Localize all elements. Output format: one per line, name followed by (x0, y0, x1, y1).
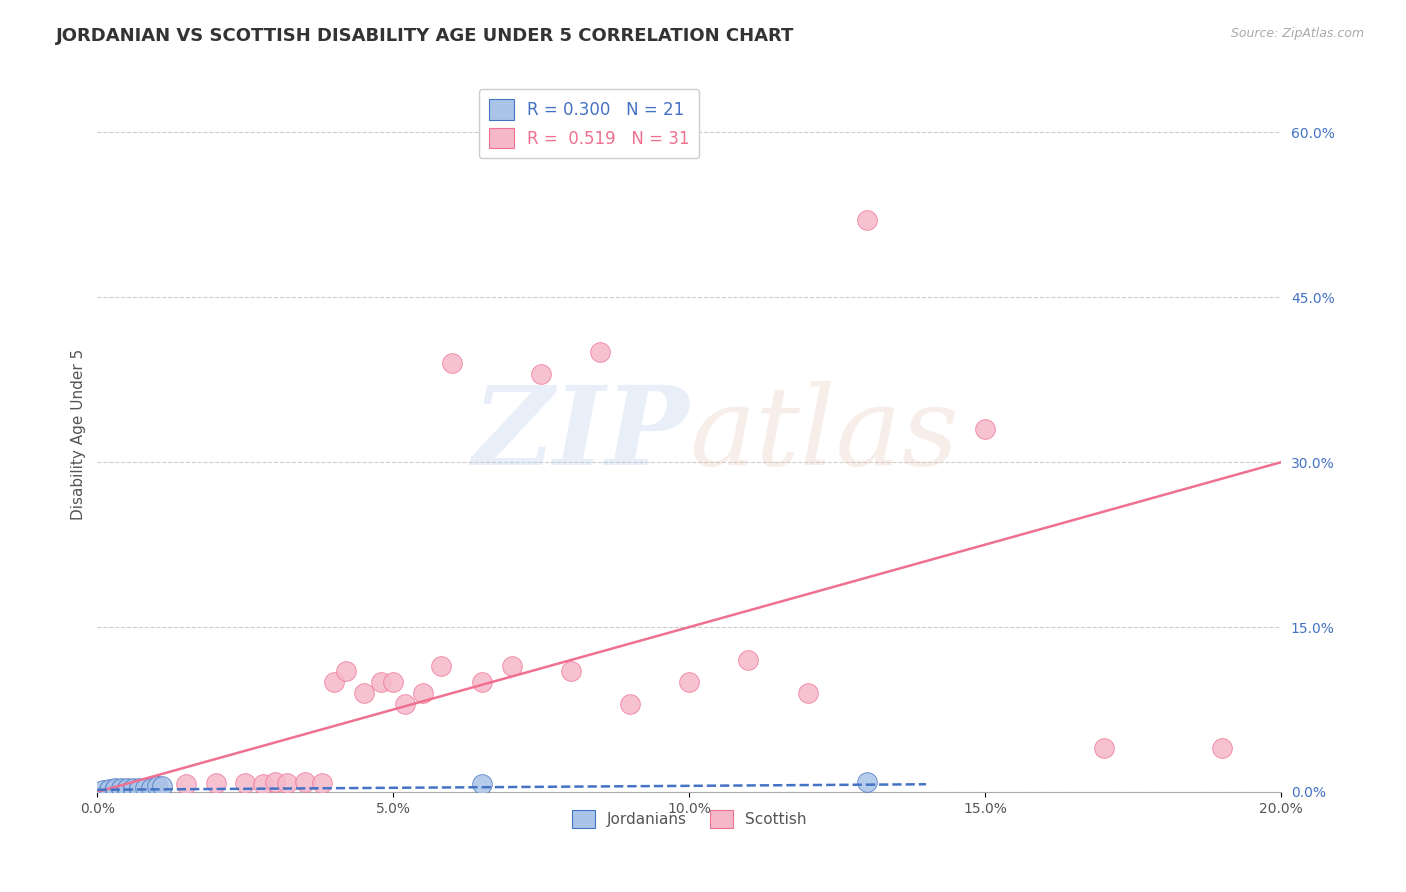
Point (501, 658, 523, 673)
Point (429, 658, 451, 673)
Point (233, 776, 256, 790)
Point (471, 777, 494, 791)
Point (276, 776, 298, 790)
Point (115, 781, 138, 796)
Point (104, 780, 127, 795)
Legend: Jordanians, Scottish: Jordanians, Scottish (565, 804, 813, 834)
Point (252, 777, 274, 791)
Point (678, 675, 700, 690)
Point (560, 664, 582, 678)
Point (856, 775, 879, 789)
Point (974, 422, 997, 436)
Point (370, 675, 392, 690)
Point (139, 780, 162, 795)
Point (1211, 741, 1233, 756)
Text: JORDANIAN VS SCOTTISH DISABILITY AGE UNDER 5 CORRELATION CHART: JORDANIAN VS SCOTTISH DISABILITY AGE UND… (56, 27, 794, 45)
Point (589, 345, 612, 359)
Point (110, 780, 132, 795)
Point (110, 781, 132, 796)
Point (530, 368, 553, 382)
Point (115, 780, 138, 795)
Point (311, 776, 333, 790)
Text: atlas: atlas (689, 381, 959, 489)
Point (264, 775, 287, 789)
Point (737, 653, 759, 667)
Point (619, 697, 641, 711)
Point (1092, 741, 1115, 756)
Point (394, 697, 416, 711)
Point (856, 213, 879, 227)
Point (471, 675, 494, 690)
Point (128, 780, 150, 795)
Point (134, 780, 156, 795)
Point (145, 780, 167, 794)
Point (204, 776, 226, 790)
Point (382, 675, 405, 690)
Point (91, 782, 114, 797)
Point (121, 781, 143, 796)
Point (796, 686, 818, 700)
Point (104, 782, 127, 797)
Point (174, 777, 197, 791)
Point (412, 686, 434, 700)
Point (145, 780, 167, 794)
Point (323, 675, 346, 690)
Point (121, 780, 143, 795)
Y-axis label: Disability Age Under 5: Disability Age Under 5 (72, 349, 86, 520)
Point (335, 664, 357, 678)
Point (294, 775, 316, 789)
Text: ZIP: ZIP (472, 381, 689, 489)
Point (98, 781, 121, 796)
Point (128, 781, 150, 796)
Point (152, 780, 174, 794)
Point (98, 782, 121, 797)
Point (115, 781, 138, 796)
Point (104, 781, 127, 796)
Point (441, 356, 464, 370)
Text: Source: ZipAtlas.com: Source: ZipAtlas.com (1230, 27, 1364, 40)
Point (353, 686, 375, 700)
